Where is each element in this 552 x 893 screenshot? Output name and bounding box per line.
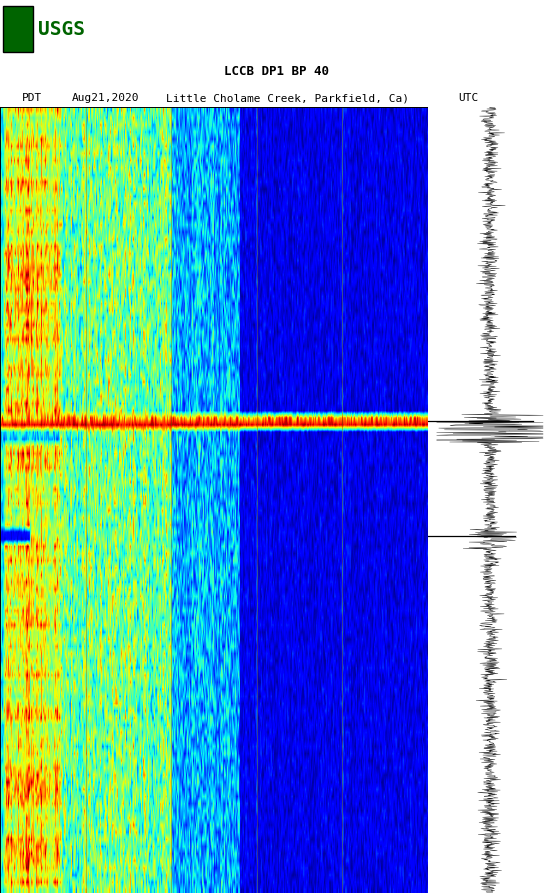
Text: PDT: PDT xyxy=(22,93,43,104)
Text: UTC: UTC xyxy=(458,93,479,104)
Text: Little Cholame Creek, Parkfield, Ca): Little Cholame Creek, Parkfield, Ca) xyxy=(166,93,408,104)
Text: USGS: USGS xyxy=(38,20,84,38)
Text: Aug21,2020: Aug21,2020 xyxy=(72,93,139,104)
Text: LCCB DP1 BP 40: LCCB DP1 BP 40 xyxy=(224,65,328,79)
FancyBboxPatch shape xyxy=(3,5,33,52)
